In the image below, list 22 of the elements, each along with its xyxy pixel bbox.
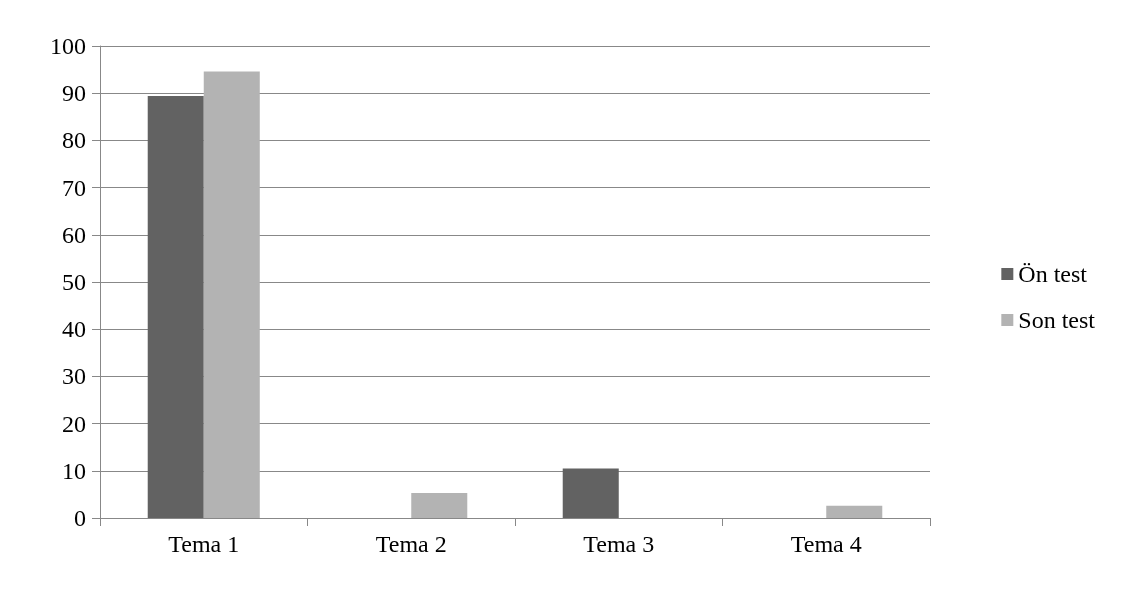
bar xyxy=(826,505,883,518)
bar xyxy=(147,96,204,518)
y-tick-label: 50 xyxy=(62,269,86,295)
y-tick-label: 60 xyxy=(62,221,86,248)
y-tick-label: 40 xyxy=(62,316,86,343)
y-tick-label: 80 xyxy=(62,127,86,154)
bar xyxy=(411,492,468,518)
bar xyxy=(562,468,619,518)
y-tick-label: 100 xyxy=(50,33,86,59)
x-tick-label: Tema 2 xyxy=(375,531,447,557)
y-tick-label: 10 xyxy=(62,457,86,484)
y-tick-label: 30 xyxy=(62,363,86,390)
x-tick-label: Tema 3 xyxy=(583,531,655,557)
bar xyxy=(203,71,260,518)
legend-label: Son test xyxy=(1018,307,1096,333)
legend-label: Ön test xyxy=(1018,261,1088,287)
x-tick-label: Tema 1 xyxy=(168,531,240,557)
x-tick-label: Tema 4 xyxy=(790,531,862,557)
y-tick-label: 20 xyxy=(62,410,86,437)
y-tick-label: 70 xyxy=(62,174,86,201)
y-tick-label: 0 xyxy=(74,505,86,531)
y-tick-label: 90 xyxy=(62,80,86,107)
